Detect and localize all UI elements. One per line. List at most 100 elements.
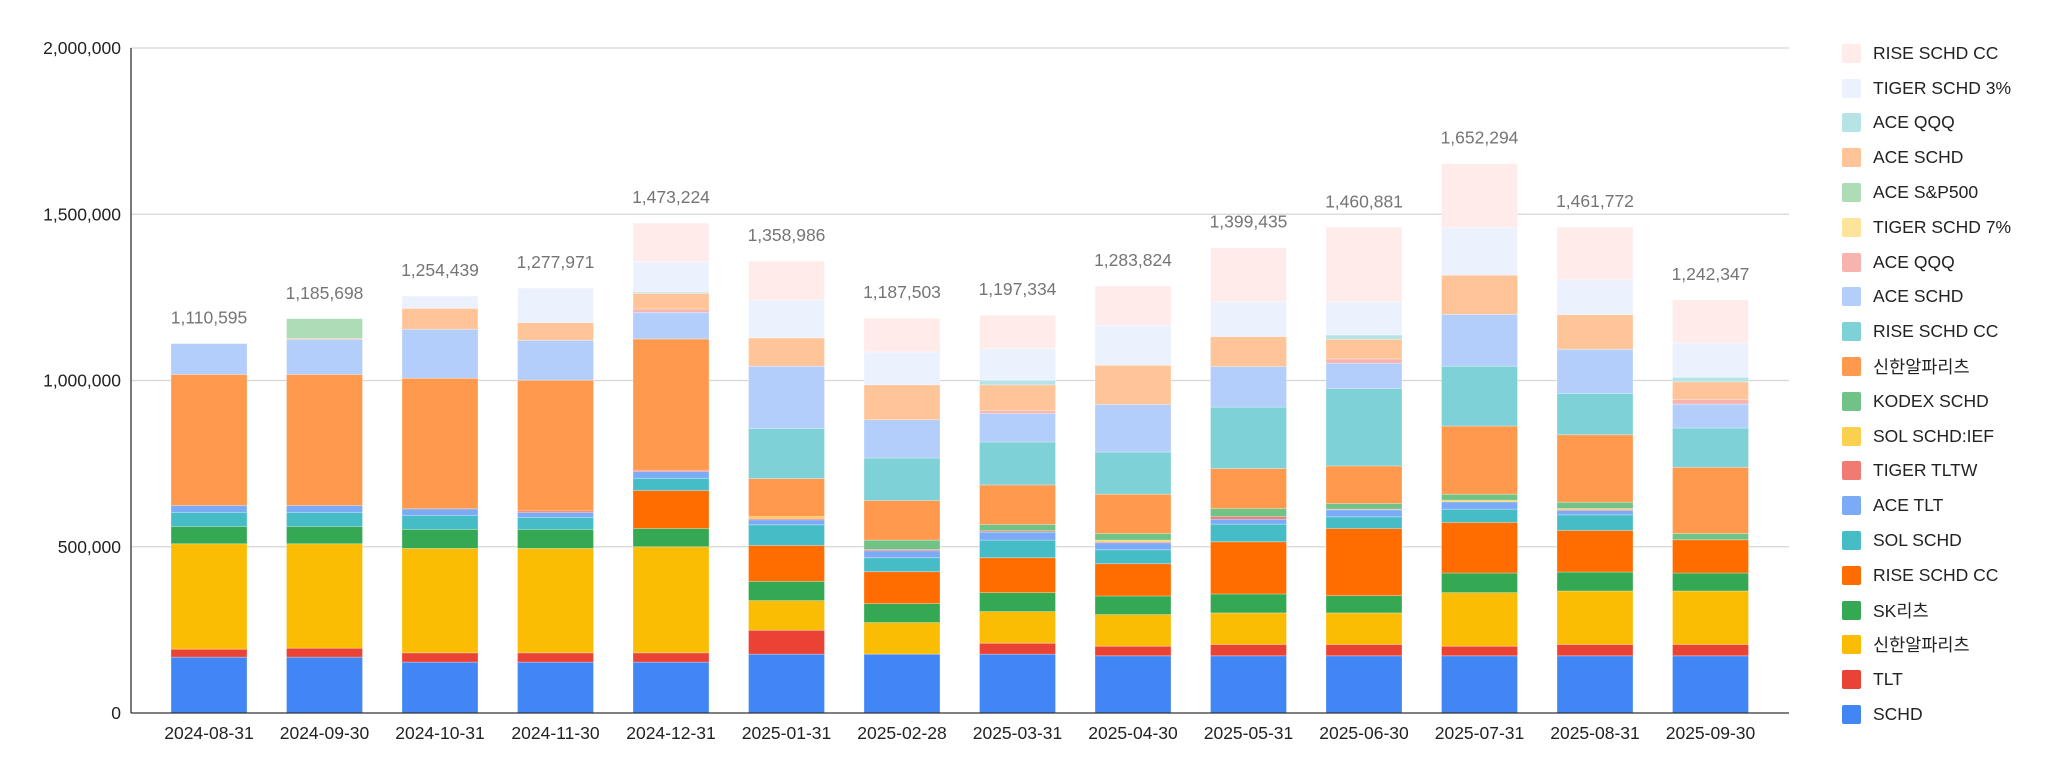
bar-segment bbox=[748, 365, 825, 429]
legend-swatch bbox=[1842, 705, 1861, 725]
legend-item[interactable]: ACE QQQ bbox=[1842, 106, 2011, 141]
bar-segment bbox=[1556, 590, 1634, 645]
legend-label: RISE SCHD CC bbox=[1873, 321, 1999, 342]
bar-segment bbox=[1325, 509, 1403, 518]
legend-item[interactable]: KODEX SCHD bbox=[1842, 384, 2011, 419]
bar-segment bbox=[1556, 434, 1634, 503]
bar-segment bbox=[1210, 644, 1287, 657]
bar-segment bbox=[748, 580, 825, 602]
bar-segment bbox=[1210, 301, 1287, 338]
legend-item[interactable]: RISE SCHD CC bbox=[1842, 36, 2011, 71]
bar-segment bbox=[863, 539, 941, 550]
bar-segment bbox=[517, 661, 594, 714]
bar-segment bbox=[1672, 644, 1749, 657]
legend-item[interactable]: TIGER SCHD 7% bbox=[1842, 210, 2011, 245]
bar-segment bbox=[748, 524, 825, 546]
bar-segment bbox=[1441, 655, 1518, 714]
bar-segment bbox=[979, 413, 1056, 443]
bar-segment bbox=[632, 652, 710, 663]
legend-item[interactable]: RISE SCHD CC bbox=[1842, 558, 2011, 593]
bar-segment bbox=[632, 311, 710, 340]
data-label-total: 1,473,224 bbox=[632, 187, 710, 207]
legend-item[interactable]: SK리츠 bbox=[1842, 593, 2011, 628]
bar-segment bbox=[1325, 595, 1403, 614]
bar-segment bbox=[401, 508, 479, 516]
legend-label: TIGER SCHD 7% bbox=[1873, 216, 2012, 237]
legend-item[interactable]: ACE S&P500 bbox=[1842, 175, 2011, 210]
bar-segment bbox=[1556, 279, 1634, 316]
bar-segment bbox=[170, 543, 248, 650]
bar-segment bbox=[1441, 592, 1518, 647]
x-tick-label: 2025-06-30 bbox=[1319, 723, 1409, 743]
legend-swatch bbox=[1842, 670, 1861, 690]
legend-item[interactable]: TLT bbox=[1842, 662, 2011, 697]
legend-label: 신한알파리츠 bbox=[1873, 357, 1970, 378]
legend-item[interactable]: ACE TLT bbox=[1842, 488, 2011, 523]
bar-segment bbox=[979, 539, 1056, 559]
bar-segment bbox=[1556, 655, 1634, 714]
bar-segment bbox=[1094, 645, 1172, 657]
bar-segment bbox=[1441, 493, 1518, 501]
bar-segment bbox=[401, 295, 479, 309]
bar-segment bbox=[979, 653, 1056, 714]
legend-item[interactable]: SCHD bbox=[1842, 697, 2011, 732]
bar-segment bbox=[1094, 493, 1172, 534]
bar-segment bbox=[517, 652, 594, 663]
bar-segment bbox=[1094, 364, 1172, 405]
bar-segment bbox=[863, 457, 941, 501]
legend-swatch bbox=[1842, 600, 1861, 620]
bar-segment bbox=[863, 419, 941, 459]
legend-label: 신한알파리츠 bbox=[1873, 635, 1970, 656]
bar-segment bbox=[979, 531, 1056, 541]
legend-item[interactable]: ACE QQQ bbox=[1842, 245, 2011, 280]
legend-item[interactable]: 신한알파리츠 bbox=[1842, 628, 2011, 663]
legend-swatch bbox=[1842, 113, 1861, 133]
bar-segment bbox=[517, 548, 594, 654]
legend-item[interactable]: SOL SCHD bbox=[1842, 523, 2011, 558]
bar-segment bbox=[517, 529, 594, 549]
bar-segment bbox=[170, 526, 248, 545]
bar-segment bbox=[286, 374, 363, 506]
legend-item[interactable]: TIGER SCHD 3% bbox=[1842, 71, 2011, 106]
bar-segment bbox=[632, 261, 710, 293]
bar-segment bbox=[1672, 399, 1749, 405]
bar-segment bbox=[1094, 285, 1172, 326]
legend-swatch bbox=[1842, 148, 1861, 168]
bar-segment bbox=[863, 384, 941, 421]
bar-segment bbox=[1094, 549, 1172, 565]
bar-segment bbox=[1672, 427, 1749, 468]
bar-segment bbox=[1556, 314, 1634, 350]
bar-segment bbox=[748, 478, 825, 517]
legend-item[interactable]: ACE SCHD bbox=[1842, 280, 2011, 315]
bar-segment bbox=[979, 524, 1056, 532]
legend-item[interactable]: SOL SCHD:IEF bbox=[1842, 419, 2011, 454]
bar-segment bbox=[1672, 299, 1749, 344]
bar-segment bbox=[632, 528, 710, 548]
bar-segment bbox=[748, 260, 825, 301]
data-label-total: 1,110,595 bbox=[171, 308, 248, 328]
legend-swatch bbox=[1842, 217, 1861, 237]
bar-segment bbox=[748, 519, 825, 526]
data-label-total: 1,187,503 bbox=[863, 282, 941, 302]
bar-segment bbox=[170, 656, 248, 714]
bar-segment bbox=[1672, 376, 1749, 383]
legend-item[interactable]: RISE SCHD CC bbox=[1842, 314, 2011, 349]
bar-segment bbox=[979, 441, 1056, 486]
legend-label: ACE QQQ bbox=[1873, 251, 1955, 272]
legend-item[interactable]: ACE SCHD bbox=[1842, 140, 2011, 175]
bar-segment bbox=[632, 661, 710, 714]
x-tick-label: 2025-07-31 bbox=[1435, 723, 1525, 743]
bar-segment bbox=[517, 339, 594, 381]
legend-item[interactable]: TIGER TLTW bbox=[1842, 454, 2011, 489]
bar-segment bbox=[863, 351, 941, 386]
bar-segment bbox=[979, 592, 1056, 612]
bar-segment bbox=[1094, 451, 1172, 495]
legend-label: SK리츠 bbox=[1873, 600, 1929, 621]
bar-segment bbox=[1210, 612, 1287, 645]
legend-item[interactable]: 신한알파리츠 bbox=[1842, 349, 2011, 384]
legend-label: ACE SCHD bbox=[1873, 147, 1964, 168]
bar-segment bbox=[863, 550, 941, 559]
legend-swatch bbox=[1842, 252, 1861, 272]
bar-segment bbox=[1210, 406, 1287, 470]
bar-segment bbox=[286, 543, 363, 649]
